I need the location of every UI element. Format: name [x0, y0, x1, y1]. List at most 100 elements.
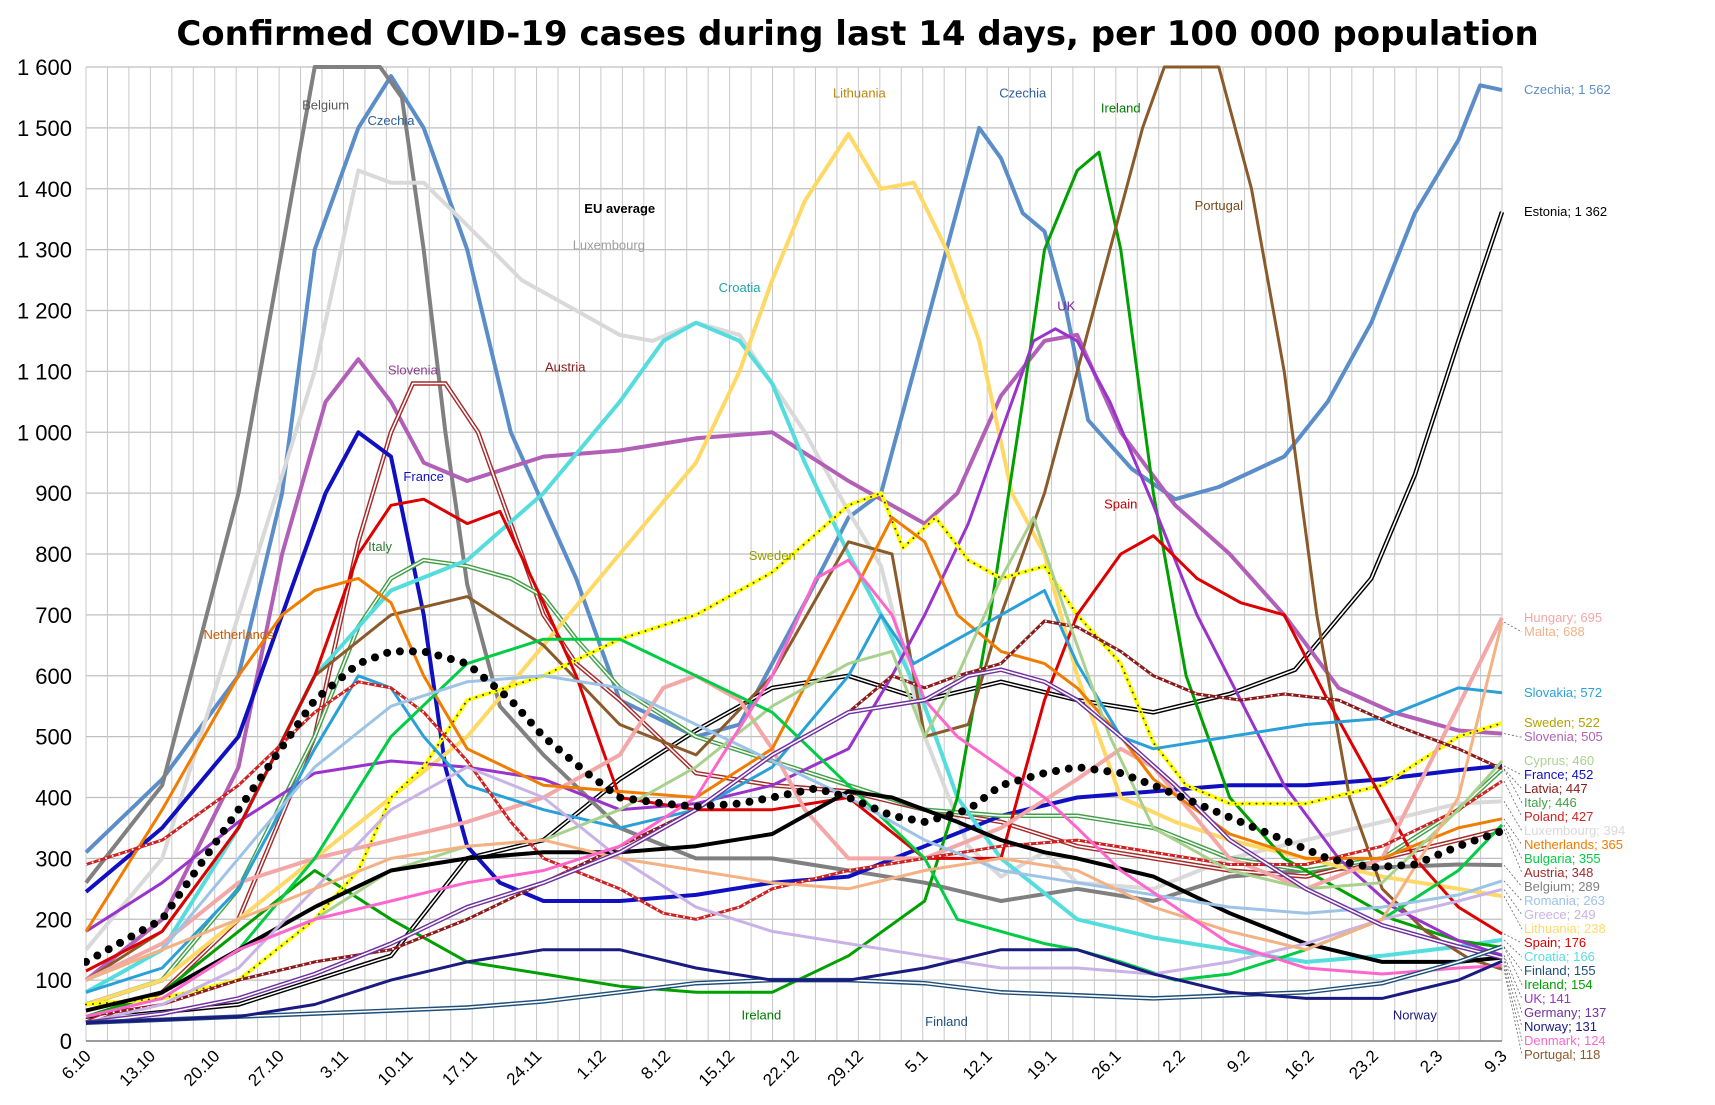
series-line	[85, 637, 1504, 1013]
end-label-uk: UK; 141	[1524, 991, 1571, 1006]
y-tick-label: 1 500	[17, 116, 72, 141]
y-tick-label: 600	[35, 664, 72, 689]
x-tick-label: 27.10	[244, 1046, 288, 1090]
x-tick-label: 22.12	[759, 1046, 803, 1090]
inline-label-belgium: Belgium	[302, 98, 349, 113]
y-tick-label: 1 200	[17, 299, 72, 324]
y-tick-label: 1 400	[17, 177, 72, 202]
end-label-germany: Germany; 137	[1524, 1005, 1606, 1020]
end-label-leader	[1503, 818, 1523, 846]
x-tick-label: 9.3	[1481, 1046, 1511, 1076]
x-tick-label: 15.12	[695, 1046, 739, 1090]
end-label-italy: Italy; 446	[1524, 795, 1577, 810]
end-label-malta: Malta; 688	[1524, 624, 1585, 639]
series-croatia	[85, 320, 1503, 995]
inline-label-uk: UK	[1057, 299, 1075, 314]
y-tick-label: 1 300	[17, 238, 72, 263]
end-label-cyprus: Cyprus; 460	[1524, 753, 1594, 768]
end-label-leader	[1503, 965, 1523, 1042]
y-tick-label: 1 100	[17, 359, 72, 384]
y-tick-label: 500	[35, 725, 72, 750]
x-tick-label: 12.1	[959, 1046, 996, 1083]
x-tick-label: 2.3	[1416, 1046, 1446, 1076]
inline-label-netherlands: Netherlands	[203, 627, 274, 642]
end-label-poland: Poland; 427	[1524, 809, 1593, 824]
inline-label-finland: Finland	[925, 1014, 968, 1029]
end-label-leader	[1503, 829, 1523, 874]
x-tick-label: 8.12	[637, 1046, 674, 1083]
series-belgium	[84, 65, 1503, 903]
series-line	[85, 320, 1503, 995]
end-label-estonia: Estonia; 1 362	[1524, 204, 1607, 219]
end-label-france: France; 452	[1524, 767, 1593, 782]
series-line	[85, 674, 1503, 982]
series-line	[85, 789, 1503, 1013]
end-label-slovenia: Slovenia; 505	[1524, 729, 1603, 744]
end-label-leader	[1503, 957, 1523, 1014]
series-dots	[85, 491, 1503, 1006]
series-line	[85, 948, 1503, 1025]
x-tick-label: 20.10	[180, 1046, 224, 1090]
series-denmark	[85, 558, 1503, 1019]
inline-label-italy: Italy	[368, 539, 392, 554]
series-line	[84, 430, 1503, 903]
x-tick-label: 1.12	[573, 1046, 610, 1083]
x-tick-label: 16.2	[1281, 1046, 1318, 1083]
end-label-austria: Austria; 348	[1524, 865, 1593, 880]
inline-label-sweden: Sweden	[749, 548, 796, 563]
series-poland	[85, 680, 1503, 921]
x-tick-label: 2.2	[1159, 1046, 1189, 1076]
x-tick-label: 17.11	[438, 1046, 481, 1089]
end-label-hungary: Hungary; 695	[1524, 610, 1602, 625]
inline-label-lithuania: Lithuania	[833, 85, 887, 100]
series-line	[85, 589, 1503, 994]
end-label-leader	[1503, 768, 1523, 790]
end-label-lithuania: Lithuania; 238	[1524, 921, 1606, 936]
end-label-leader	[1503, 864, 1523, 888]
series-bulgaria	[85, 637, 1504, 1013]
inline-label-ireland: Ireland	[1101, 101, 1141, 116]
end-label-leader	[1503, 939, 1523, 958]
inline-label-portugal: Portugal	[1195, 198, 1244, 213]
series-eu-average	[84, 647, 1504, 966]
series-slovenia	[84, 332, 1503, 982]
y-tick-label: 1 600	[17, 55, 72, 80]
end-label-leader	[1503, 969, 1523, 1056]
end-label-leader	[1503, 800, 1523, 832]
end-label-leader	[1503, 961, 1523, 1028]
end-label-leader	[1503, 621, 1523, 633]
end-label-spain: Spain; 176	[1524, 935, 1586, 950]
x-tick-label: 9.2	[1223, 1046, 1253, 1076]
x-tick-label: 3.11	[316, 1046, 352, 1082]
series-latvia	[85, 619, 1503, 1019]
y-tick-label: 1 000	[17, 420, 72, 445]
inline-label-czechia: Czechia	[368, 113, 416, 128]
inline-label-france: France	[403, 469, 443, 484]
inline-label-spain: Spain	[1104, 496, 1137, 511]
end-label-belgium: Belgium; 289	[1524, 879, 1600, 894]
end-label-leader	[1503, 780, 1523, 818]
inline-label-ireland: Ireland	[741, 1008, 781, 1023]
series-france	[84, 430, 1503, 903]
x-tick-label: 19.1	[1023, 1046, 1060, 1083]
x-tick-label: 29.12	[824, 1046, 868, 1090]
x-tick-label: 23.2	[1345, 1046, 1382, 1083]
series-malta	[85, 621, 1504, 982]
end-label-portugal: Portugal; 118	[1524, 1047, 1600, 1062]
series-belgium-darkline	[85, 789, 1503, 1013]
grid	[85, 66, 1503, 1042]
chart-title: Confirmed COVID-19 cases during last 14 …	[176, 14, 1539, 54]
series-line	[85, 558, 1503, 1019]
series-layer	[84, 65, 1504, 1025]
end-label-latvia: Latvia; 447	[1524, 781, 1588, 796]
series-germany	[85, 667, 1503, 1025]
inline-label-czechia: Czechia	[999, 85, 1047, 100]
end-label-slovakia: Slovakia; 572	[1524, 685, 1602, 700]
end-label-leader	[1503, 824, 1523, 860]
series-uk	[85, 327, 1503, 957]
series-slovakia	[85, 589, 1503, 994]
end-label-leader	[1503, 955, 1523, 1000]
end-label-leader	[1503, 889, 1523, 916]
y-tick-label: 800	[35, 542, 72, 567]
